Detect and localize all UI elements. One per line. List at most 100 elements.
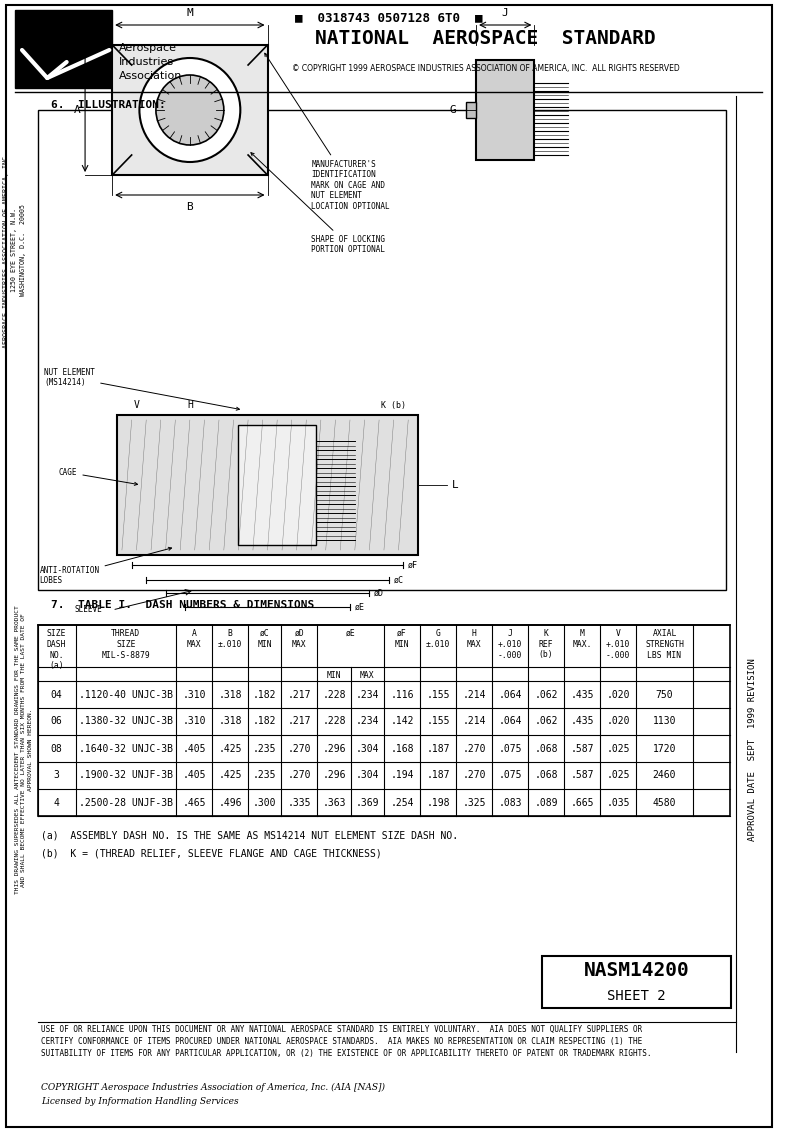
- Circle shape: [156, 75, 224, 145]
- Text: .198: .198: [426, 798, 450, 807]
- Text: .217: .217: [288, 717, 311, 727]
- Text: .062: .062: [534, 689, 558, 700]
- Text: THIS DRAWING SUPERSEDES ALL ANTECEDENT STANDARD DRAWINGS FOR THE SAME PRODUCT
AN: THIS DRAWING SUPERSEDES ALL ANTECEDENT S…: [15, 606, 33, 894]
- Text: øE: øE: [355, 602, 365, 611]
- Bar: [542, 957, 731, 1007]
- Text: SHEET 2: SHEET 2: [607, 989, 666, 1003]
- Text: Aerospace: Aerospace: [119, 43, 177, 53]
- Text: .465: .465: [182, 798, 206, 807]
- Text: Industries: Industries: [119, 57, 174, 67]
- Text: .187: .187: [426, 771, 450, 780]
- Text: .665: .665: [570, 798, 594, 807]
- Text: USE OF OR RELIANCE UPON THIS DOCUMENT OR ANY NATIONAL AEROSPACE STANDARD IS ENTI: USE OF OR RELIANCE UPON THIS DOCUMENT OR…: [42, 1024, 652, 1057]
- Text: .083: .083: [498, 798, 522, 807]
- Text: .068: .068: [534, 771, 558, 780]
- Text: .425: .425: [218, 744, 242, 754]
- Bar: [15, 10, 112, 88]
- Text: MANUFACTURER'S
IDENTIFICATION
MARK ON CAGE AND
NUT ELEMENT
LOCATION OPTIONAL: MANUFACTURER'S IDENTIFICATION MARK ON CA…: [265, 53, 390, 211]
- Text: øE: øE: [346, 629, 355, 638]
- Text: .235: .235: [253, 744, 277, 754]
- Text: øC
MIN: øC MIN: [258, 629, 272, 649]
- Text: .068: .068: [534, 744, 558, 754]
- Text: .405: .405: [182, 771, 206, 780]
- Text: .214: .214: [462, 717, 486, 727]
- Text: .228: .228: [322, 689, 346, 700]
- Text: ■  0318743 0507128 6T0  ■: ■ 0318743 0507128 6T0 ■: [295, 11, 482, 25]
- Text: NASM14200: NASM14200: [584, 960, 690, 979]
- Text: .270: .270: [288, 744, 311, 754]
- Text: .435: .435: [570, 717, 594, 727]
- Text: G: G: [450, 105, 457, 115]
- Text: J
+.010
-.000: J +.010 -.000: [498, 629, 522, 660]
- Text: J: J: [502, 8, 509, 18]
- Text: Licensed by Information Handling Services: Licensed by Information Handling Service…: [42, 1097, 239, 1106]
- Text: 7.  TABLE I.  DASH NUMBERS & DIMENSIONS: 7. TABLE I. DASH NUMBERS & DIMENSIONS: [51, 600, 314, 610]
- Text: .155: .155: [426, 717, 450, 727]
- Text: .168: .168: [390, 744, 414, 754]
- Text: .187: .187: [426, 744, 450, 754]
- Text: .075: .075: [498, 744, 522, 754]
- Text: CAGE: CAGE: [59, 468, 138, 486]
- Bar: [112, 45, 267, 175]
- Text: .020: .020: [606, 717, 630, 727]
- Text: SIZE
DASH
NO.
(a): SIZE DASH NO. (a): [47, 629, 66, 670]
- Text: .116: .116: [390, 689, 414, 700]
- Text: 06: 06: [50, 717, 62, 727]
- Text: V: V: [134, 400, 139, 410]
- Text: B: B: [186, 201, 194, 212]
- Text: .304: .304: [355, 744, 379, 754]
- Text: .217: .217: [288, 689, 311, 700]
- Text: APPROVAL DATE  SEPT  1999 REVISION: APPROVAL DATE SEPT 1999 REVISION: [748, 659, 757, 841]
- Text: 04: 04: [50, 689, 62, 700]
- Text: .064: .064: [498, 689, 522, 700]
- Text: NATIONAL  AEROSPACE  STANDARD: NATIONAL AEROSPACE STANDARD: [315, 28, 656, 48]
- Text: SLEEVE: SLEEVE: [74, 606, 102, 615]
- Text: .035: .035: [606, 798, 630, 807]
- Text: .2500-28 UNJF-3B: .2500-28 UNJF-3B: [79, 798, 173, 807]
- Text: (a)  ASSEMBLY DASH NO. IS THE SAME AS MS14214 NUT ELEMENT SIZE DASH NO.: (a) ASSEMBLY DASH NO. IS THE SAME AS MS1…: [42, 830, 458, 840]
- Text: A
MAX: A MAX: [186, 629, 202, 649]
- Text: .270: .270: [462, 771, 486, 780]
- Text: 4: 4: [54, 798, 59, 807]
- Text: øC: øC: [394, 575, 404, 584]
- Text: .325: .325: [462, 798, 486, 807]
- Text: .062: .062: [534, 717, 558, 727]
- Text: .075: .075: [498, 771, 522, 780]
- Text: 6.  ILLUSTRATION:: 6. ILLUSTRATION:: [51, 100, 166, 110]
- Text: G
±.010: G ±.010: [426, 629, 450, 649]
- Text: A: A: [74, 105, 80, 115]
- Text: .025: .025: [606, 771, 630, 780]
- Bar: [38, 110, 726, 590]
- Text: .270: .270: [288, 771, 311, 780]
- Text: øF: øF: [408, 560, 418, 569]
- Text: .587: .587: [570, 771, 594, 780]
- Text: (b)  K = (THREAD RELIEF, SLEEVE FLANGE AND CAGE THICKNESS): (b) K = (THREAD RELIEF, SLEEVE FLANGE AN…: [42, 848, 382, 858]
- Text: .300: .300: [253, 798, 277, 807]
- Text: AXIAL
STRENGTH
LBS MIN: AXIAL STRENGTH LBS MIN: [645, 629, 684, 660]
- Text: NUT ELEMENT
(MS14214): NUT ELEMENT (MS14214): [44, 368, 239, 410]
- Text: .310: .310: [182, 689, 206, 700]
- Text: .020: .020: [606, 689, 630, 700]
- Bar: [476, 60, 534, 160]
- Bar: [466, 102, 476, 118]
- Text: .310: .310: [182, 717, 206, 727]
- Text: SHAPE OF LOCKING
PORTION OPTIONAL: SHAPE OF LOCKING PORTION OPTIONAL: [251, 153, 385, 255]
- Text: .587: .587: [570, 744, 594, 754]
- Text: .363: .363: [322, 798, 346, 807]
- Text: .369: .369: [355, 798, 379, 807]
- Text: MIN: MIN: [326, 671, 342, 680]
- Text: © COPYRIGHT 1999 AEROSPACE INDUSTRIES ASSOCIATION OF AMERICA, INC.  ALL RIGHTS R: © COPYRIGHT 1999 AEROSPACE INDUSTRIES AS…: [292, 63, 680, 72]
- Text: øD: øD: [374, 589, 384, 598]
- Text: K (b): K (b): [381, 401, 406, 410]
- Text: .228: .228: [322, 717, 346, 727]
- Text: .296: .296: [322, 771, 346, 780]
- Text: .1380-32 UNJC-3B: .1380-32 UNJC-3B: [79, 717, 173, 727]
- Text: 4580: 4580: [653, 798, 676, 807]
- Text: .182: .182: [253, 717, 277, 727]
- Text: M
MAX.: M MAX.: [572, 629, 592, 649]
- Text: .1640-32 UNJC-3B: .1640-32 UNJC-3B: [79, 744, 173, 754]
- Text: .335: .335: [288, 798, 311, 807]
- Text: .318: .318: [218, 689, 242, 700]
- Text: .194: .194: [390, 771, 414, 780]
- Text: K
REF
(b): K REF (b): [538, 629, 554, 660]
